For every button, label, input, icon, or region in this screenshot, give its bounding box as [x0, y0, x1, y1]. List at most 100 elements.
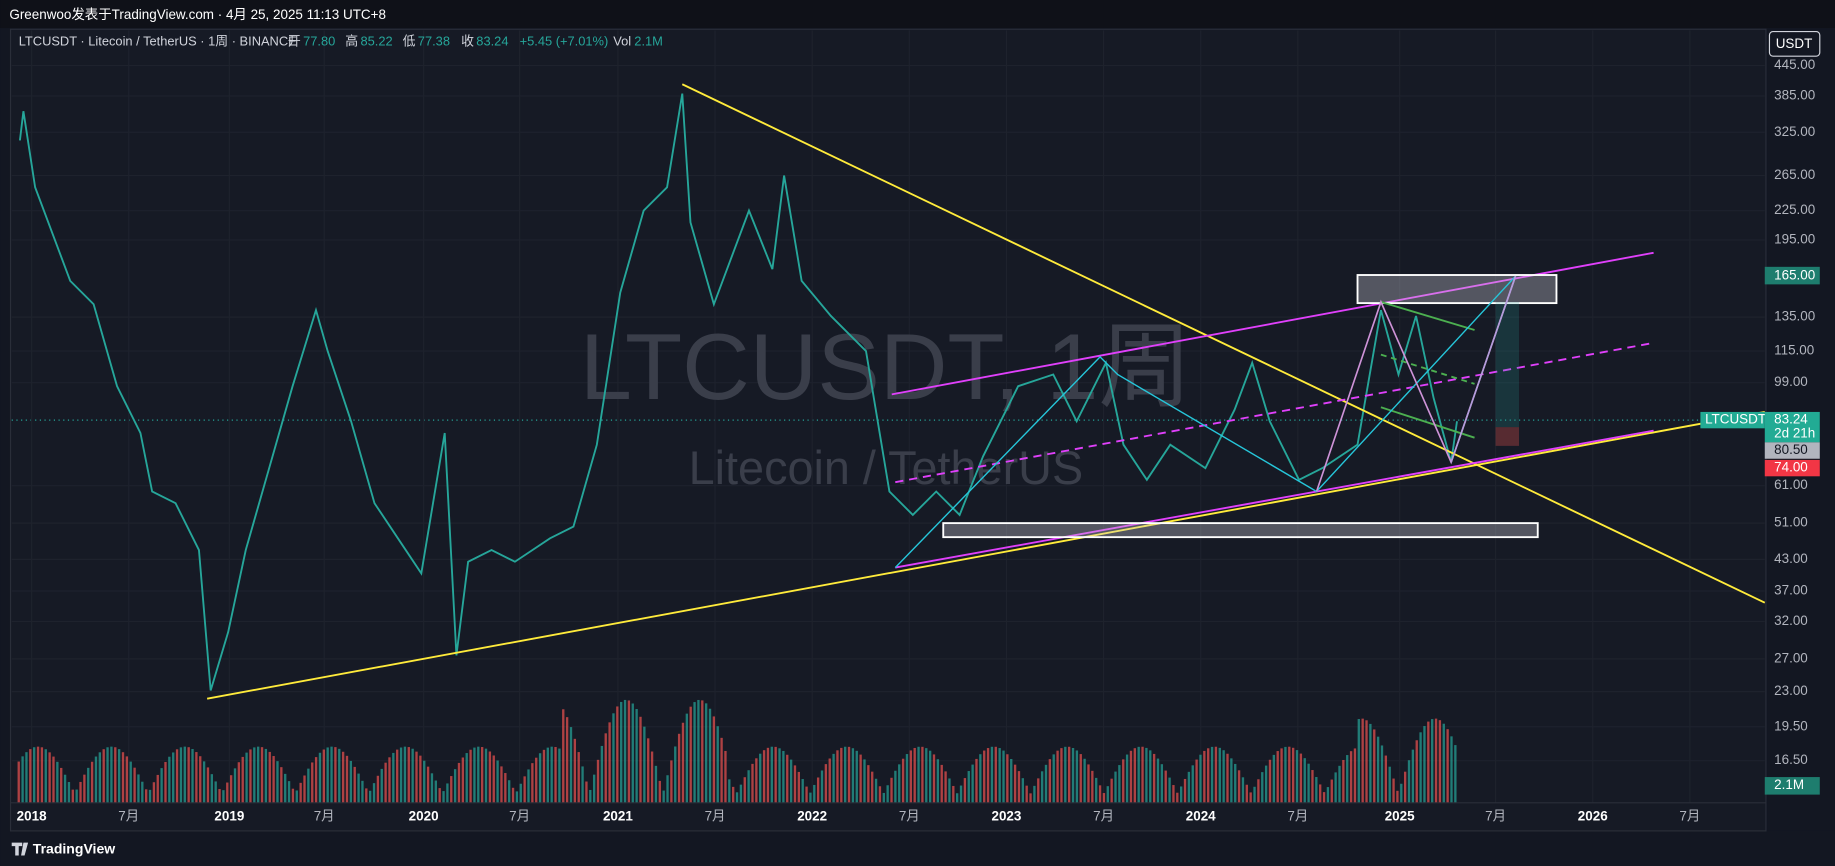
volume-bar — [654, 765, 658, 803]
volume-bar — [396, 749, 399, 803]
volume-bar — [307, 768, 310, 803]
price-label: 37.00 — [1774, 583, 1808, 598]
channel-line — [891, 251, 1654, 396]
volume-bar — [264, 748, 268, 803]
volume-bar — [125, 756, 129, 803]
volume-bar — [805, 786, 808, 803]
currency-button[interactable] — [1768, 31, 1821, 57]
volume-bar — [110, 746, 113, 803]
time-label: 7月 — [314, 808, 335, 823]
price-label: 27.00 — [1774, 650, 1808, 665]
volume-bar — [280, 767, 283, 803]
volume-bar — [1083, 758, 1086, 803]
volume-bar — [928, 750, 932, 803]
volume-bar — [314, 757, 318, 803]
volume-bar — [697, 699, 700, 803]
legend-label: Vol — [613, 34, 631, 49]
volume-bar — [1423, 726, 1426, 803]
volume-bar — [1172, 785, 1175, 803]
price-tag-text: 83.24 — [1774, 412, 1808, 427]
volume-bar — [1102, 793, 1106, 803]
volume-bar — [175, 749, 179, 803]
volume-bar — [801, 779, 804, 803]
volume-bar — [1226, 753, 1229, 803]
volume-bar — [1168, 777, 1171, 803]
volume-bar — [187, 747, 190, 803]
volume-bar — [635, 708, 638, 803]
time-label: 7月 — [705, 808, 726, 823]
legend-value: 85.22 — [360, 34, 392, 49]
volume-bar — [913, 747, 916, 803]
volume-bar — [658, 780, 661, 803]
volume-bar — [1029, 793, 1032, 803]
volume-bar — [1322, 792, 1326, 803]
volume-bar — [438, 788, 441, 803]
volume-bar — [666, 775, 669, 803]
volume-bar — [102, 749, 105, 803]
volume-bar — [1272, 754, 1276, 803]
volume-bar — [480, 747, 484, 803]
volume-bar — [1442, 723, 1445, 803]
volume-bar — [1419, 732, 1422, 803]
volume-bar — [662, 790, 665, 803]
volume-bar — [1025, 785, 1028, 803]
volume-bar — [550, 746, 553, 803]
symbol-tag-text: LTCUSDT — [1705, 412, 1766, 427]
volume-bar — [739, 784, 743, 803]
volume-bar — [596, 759, 600, 803]
volume-bar — [380, 768, 383, 803]
symbol-tag — [1700, 411, 1765, 429]
volume-bar — [1361, 718, 1364, 803]
volume-bar — [229, 775, 233, 803]
volume-bar — [1245, 784, 1248, 803]
volume-bar — [152, 782, 156, 803]
volume-bar — [1450, 736, 1453, 803]
volume-bar — [202, 761, 206, 803]
volume-bar — [670, 760, 673, 803]
volume-bar — [898, 764, 901, 803]
volume-bar — [1176, 792, 1179, 803]
volume-bar — [990, 746, 994, 803]
volume-bar — [1311, 770, 1314, 803]
volume-bar — [716, 726, 719, 803]
volume-bar — [774, 746, 777, 803]
volume-bar — [1149, 750, 1152, 803]
volume-bar — [1338, 765, 1341, 803]
volume-bar — [921, 746, 924, 803]
drawings — [206, 83, 1766, 700]
volume-bar — [643, 726, 646, 803]
volume-bar — [407, 747, 410, 803]
volume-bar — [172, 752, 175, 803]
volume-bar — [1384, 755, 1388, 803]
volume-bar — [106, 747, 109, 803]
volume-bar — [453, 769, 457, 803]
volume-bar — [218, 789, 221, 803]
volume-bar — [260, 747, 264, 803]
volume-bar — [546, 747, 549, 803]
volume-bar — [616, 706, 619, 803]
time-label: 2023 — [991, 808, 1021, 823]
volume-bar — [894, 770, 897, 803]
volume-bar — [63, 774, 67, 803]
volume-bar — [612, 713, 615, 803]
volume-bar — [430, 773, 434, 803]
volume-bar — [1060, 748, 1063, 803]
volume-bar — [311, 762, 314, 803]
volume-bar — [511, 787, 515, 803]
volume-bar — [971, 764, 974, 803]
time-label: 7月 — [1287, 808, 1308, 823]
volume-bar — [562, 709, 565, 803]
volume-bar — [627, 700, 631, 803]
volume-bar — [523, 776, 526, 803]
volume-bar — [226, 782, 229, 803]
volume-bar — [94, 756, 98, 803]
volume-bar — [52, 756, 55, 803]
volume-bar — [1137, 746, 1140, 803]
volume-bar — [782, 750, 785, 803]
volume-bar — [882, 792, 885, 803]
volume-bar — [268, 751, 271, 803]
volume-bar — [639, 716, 642, 803]
volume-bar — [249, 749, 252, 803]
price-label: 99.00 — [1774, 374, 1808, 389]
